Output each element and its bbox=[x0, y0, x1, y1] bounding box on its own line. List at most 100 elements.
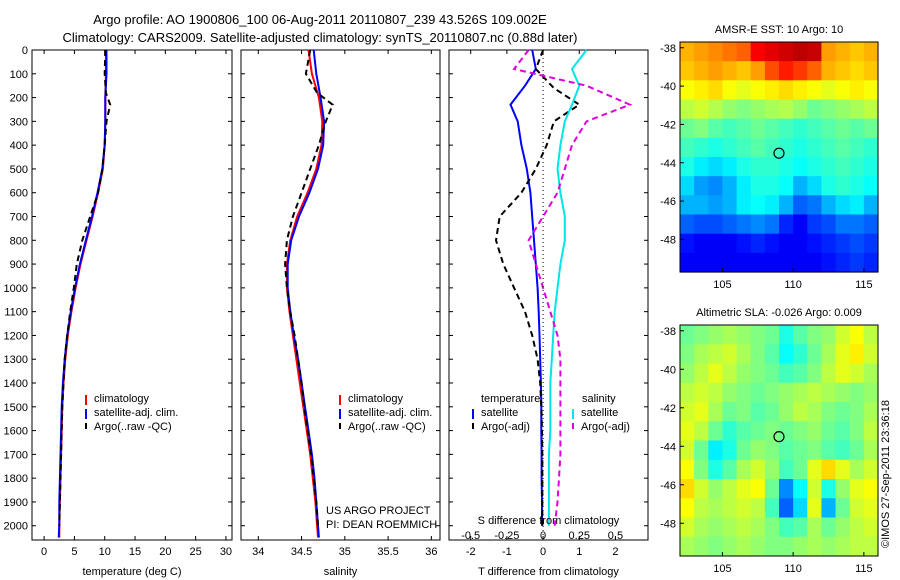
depth-tick-label: 1500 bbox=[4, 402, 28, 414]
sla_map-cell bbox=[821, 382, 837, 403]
sla_map-cell bbox=[722, 421, 738, 442]
sst_map-cell bbox=[736, 233, 752, 254]
sla_map-cell bbox=[821, 363, 837, 384]
salinity-xtick-label: 34 bbox=[252, 546, 264, 558]
sst_map-cell bbox=[708, 137, 724, 158]
s-diff-tick-label: -0.25 bbox=[494, 530, 519, 542]
sla_map-cell bbox=[680, 402, 695, 422]
sst_map-ytick-label: -42 bbox=[660, 119, 676, 131]
depth-tick-label: 1100 bbox=[4, 307, 28, 319]
sla_map-cell bbox=[821, 517, 837, 538]
sla_map-cell bbox=[849, 459, 865, 480]
sla_map-cell bbox=[849, 325, 865, 345]
depth-tick-label: 1900 bbox=[4, 497, 28, 509]
sst_map-cell bbox=[680, 118, 695, 139]
temperature-xlabel: temperature (deg C) bbox=[82, 566, 181, 578]
sst_map-cell bbox=[849, 214, 865, 235]
salinity-xtick-label: 35.5 bbox=[377, 546, 398, 558]
sst_map-cell bbox=[736, 99, 752, 120]
sst_map-cell bbox=[807, 176, 823, 196]
sla_map-cell bbox=[835, 536, 851, 557]
sla_map-cell bbox=[821, 536, 837, 557]
sst_map-cell bbox=[863, 80, 879, 101]
salinity-series-argorawqc bbox=[284, 49, 334, 526]
sst_map-cell bbox=[779, 137, 794, 158]
sla_map-cell bbox=[708, 479, 724, 499]
sla_map-cell bbox=[680, 536, 695, 557]
temperature-series-argorawqc bbox=[58, 49, 112, 526]
sla_map-cell bbox=[807, 498, 823, 519]
sla_map-cell bbox=[764, 363, 780, 384]
sla_map-cell bbox=[708, 344, 724, 365]
sla_map-cell bbox=[779, 363, 794, 384]
sla_map-cell bbox=[849, 440, 865, 461]
sst_map-cell bbox=[863, 195, 879, 216]
sla_map-cell bbox=[750, 479, 766, 499]
sla_map-cell bbox=[680, 517, 695, 538]
sst_map-cell bbox=[835, 61, 851, 81]
sst_map-cell bbox=[736, 80, 752, 101]
sst_map-cell bbox=[722, 80, 738, 101]
sla_map-cell bbox=[708, 498, 724, 519]
sst_map-cell bbox=[821, 176, 837, 196]
depth-tick-label: 2000 bbox=[4, 521, 28, 533]
sst_map-cell bbox=[694, 176, 709, 196]
sst_map-cell bbox=[722, 42, 738, 62]
sst_map-cell bbox=[750, 80, 766, 101]
sst_map-cell bbox=[821, 118, 837, 139]
s-diff-tick-label: 0 bbox=[540, 530, 546, 542]
sst_map-cell bbox=[849, 157, 865, 177]
sla_map-cell bbox=[750, 498, 766, 519]
sst_map-cell bbox=[793, 80, 808, 101]
sst_map-cell bbox=[835, 42, 851, 62]
sla_map-cell bbox=[821, 421, 837, 442]
sst_map-cell bbox=[793, 99, 808, 120]
sst_map-cell bbox=[807, 137, 823, 158]
sla_map-cell bbox=[863, 536, 879, 557]
sst_map-title: AMSR-E SST: 10 Argo: 10 bbox=[715, 24, 843, 36]
temperature-xtick-label: 15 bbox=[129, 546, 141, 558]
depth-tick-label: 1700 bbox=[4, 449, 28, 461]
sst_map-cell bbox=[793, 176, 808, 196]
difference-series-salinity-argoadj bbox=[512, 49, 633, 526]
sst_map-cell bbox=[807, 233, 823, 254]
temperature-plot-frame bbox=[31, 49, 233, 541]
sla_map-cell bbox=[736, 517, 752, 538]
sla_map-cell bbox=[708, 382, 724, 403]
sst_map-cell bbox=[764, 157, 780, 177]
sst_map-cell bbox=[807, 195, 823, 216]
difference-series-temperature-argoadj bbox=[494, 49, 582, 526]
sst_map-cell bbox=[821, 99, 837, 120]
sla_map-cell bbox=[764, 517, 780, 538]
sst_map-cell bbox=[863, 233, 879, 254]
sst_map-cell bbox=[694, 137, 709, 158]
sst_map-cell bbox=[750, 195, 766, 216]
depth-tick-label: 1600 bbox=[4, 426, 28, 438]
sst_map-cell bbox=[835, 233, 851, 254]
sla_map-cell bbox=[807, 382, 823, 403]
figure-title-line1: Argo profile: AO 1900806_100 06-Aug-2011… bbox=[93, 12, 547, 27]
sla_map-cell bbox=[835, 498, 851, 519]
sst_map-cell bbox=[708, 233, 724, 254]
sla_map-frame bbox=[679, 324, 879, 557]
sst_map-cell bbox=[764, 99, 780, 120]
sst_map-cell bbox=[807, 99, 823, 120]
sst_map-cell bbox=[736, 252, 752, 273]
depth-tick-label: 400 bbox=[10, 140, 28, 152]
sst_map-cell bbox=[708, 42, 724, 62]
sla_map-cell bbox=[807, 536, 823, 557]
sst_map-cell bbox=[793, 252, 808, 273]
sst_map-cell bbox=[694, 42, 709, 62]
sst_map-cell bbox=[821, 157, 837, 177]
sla_map-cell bbox=[821, 325, 837, 345]
sla_map-ytick-label: -42 bbox=[660, 403, 676, 415]
sla_map-cell bbox=[708, 421, 724, 442]
sst_map-cell bbox=[779, 80, 794, 101]
sla_map-cell bbox=[736, 402, 752, 422]
sla_map-cell bbox=[863, 479, 879, 499]
depth-tick-label: 500 bbox=[10, 164, 28, 176]
sst_map-cell bbox=[736, 61, 752, 81]
sla_map-cell bbox=[779, 459, 794, 480]
sla_map-cell bbox=[764, 440, 780, 461]
sla_map-cell bbox=[807, 517, 823, 538]
